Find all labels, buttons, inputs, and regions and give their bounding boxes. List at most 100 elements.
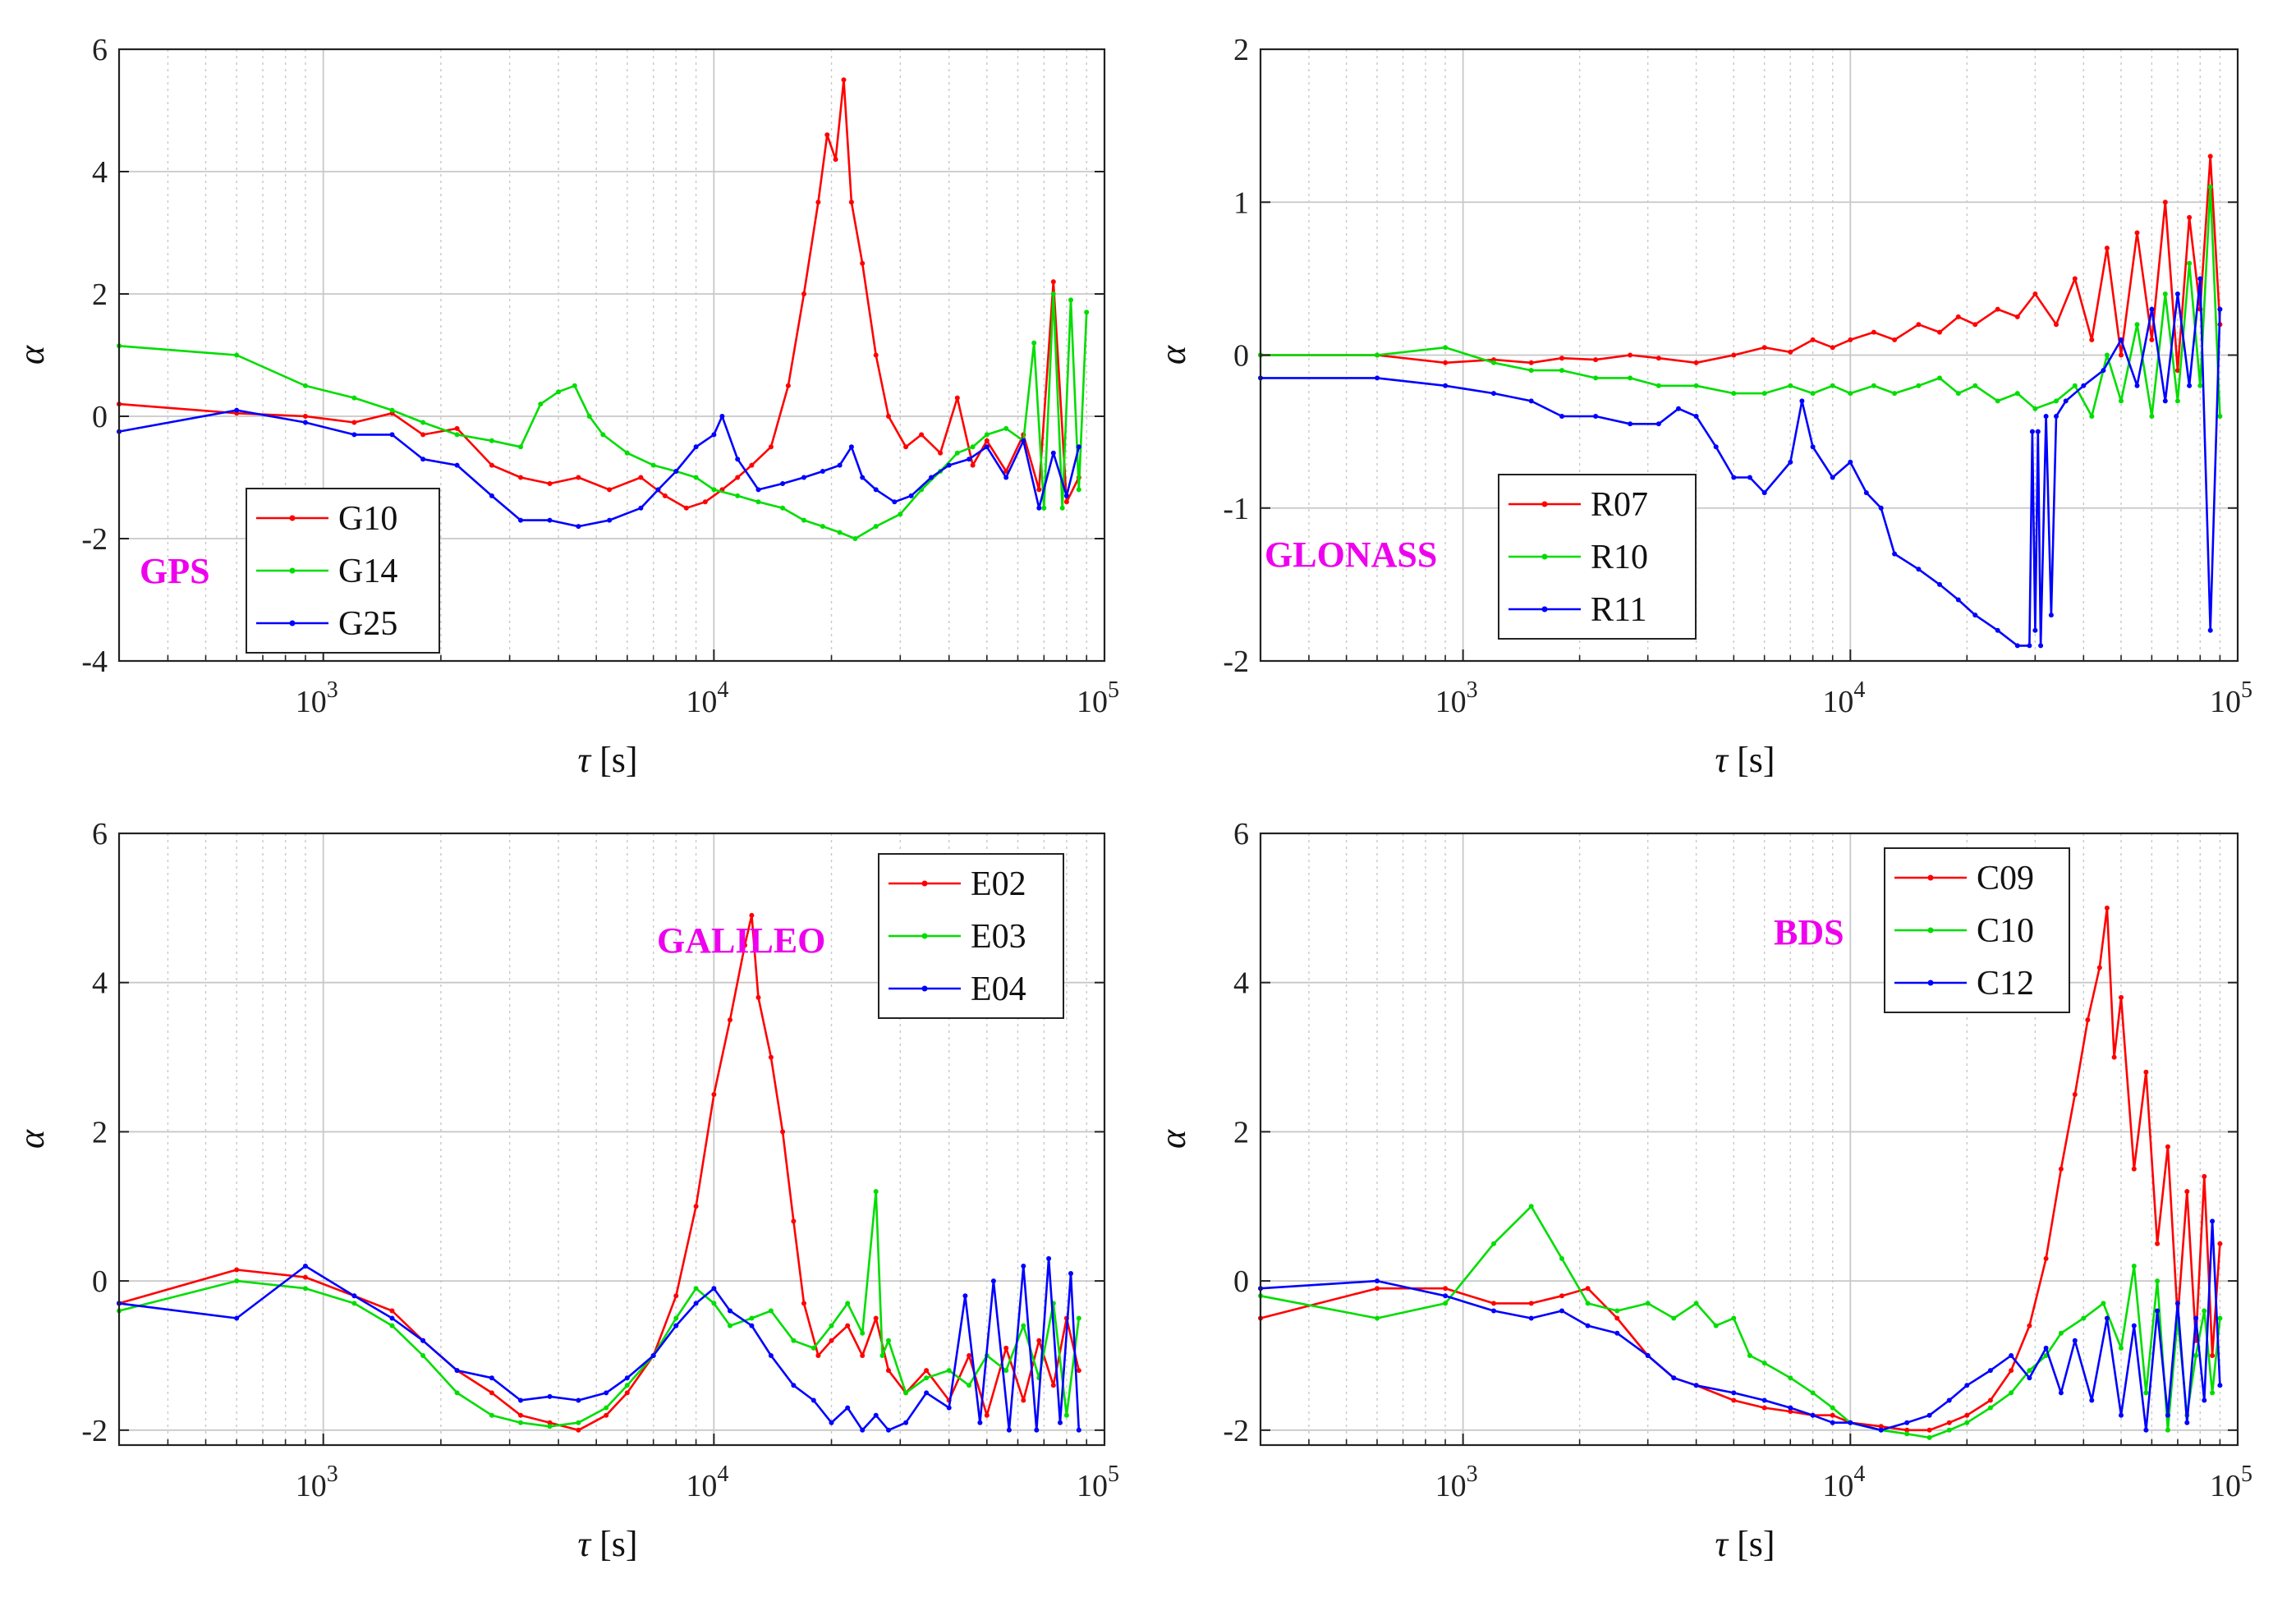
data-point-r07	[1937, 329, 1942, 335]
data-point-e04	[924, 1390, 930, 1396]
data-point-g10	[547, 481, 553, 486]
data-point-c09	[2165, 1144, 2170, 1149]
y-tick-label: -2	[81, 1414, 108, 1448]
data-point-e04	[1046, 1255, 1052, 1261]
data-point-r07	[1848, 337, 1853, 342]
data-point-r11	[1731, 475, 1737, 480]
data-point-e02	[693, 1204, 699, 1209]
data-point-c12	[2043, 1345, 2049, 1351]
data-point-c12	[2174, 1301, 2180, 1306]
data-point-g25	[711, 432, 717, 438]
data-point-g25	[1036, 505, 1042, 511]
data-point-r11	[1655, 421, 1661, 427]
data-point-r07	[1528, 360, 1534, 365]
data-point-e03	[389, 1323, 395, 1328]
data-point-g14	[420, 420, 426, 425]
data-point-r11	[1761, 490, 1767, 496]
data-point-c09	[2143, 1069, 2149, 1075]
data-point-r10	[2174, 398, 2180, 404]
data-point-c12	[1946, 1397, 1952, 1403]
data-point-g14	[234, 352, 240, 358]
legend-label-g10: G10	[338, 500, 397, 538]
data-point-e04	[604, 1390, 609, 1396]
y-tick-label: 2	[1233, 1115, 1249, 1149]
series-e03	[117, 1189, 1081, 1429]
data-point-g10	[860, 260, 866, 266]
data-point-g10	[873, 352, 879, 358]
data-point-r10	[1375, 352, 1380, 358]
data-point-c09	[1830, 1412, 1835, 1418]
data-point-e03	[489, 1412, 494, 1418]
data-point-e03	[1063, 1412, 1069, 1418]
data-point-g14	[873, 524, 879, 530]
data-point-c12	[1559, 1308, 1564, 1314]
data-point-e04	[673, 1323, 679, 1328]
data-point-g14	[898, 512, 903, 517]
data-point-r10	[2104, 352, 2110, 358]
legend-label-c12: C12	[1977, 965, 2034, 1003]
data-point-e04	[234, 1315, 240, 1321]
y-tick-label: 2	[1233, 33, 1249, 67]
data-point-c10	[1528, 1204, 1534, 1209]
legend: R07 R10 R11	[1498, 474, 1697, 640]
data-point-r11	[2035, 429, 2041, 434]
axes-box	[117, 48, 1106, 663]
data-point-g25	[873, 487, 879, 493]
data-point-g25	[1050, 450, 1056, 456]
data-point-e03	[845, 1301, 851, 1306]
data-point-c09	[1731, 1397, 1737, 1403]
y-tick-label: 0	[1233, 339, 1249, 374]
data-point-r11	[1878, 505, 1884, 511]
x-tick-label: 103	[1435, 677, 1478, 719]
data-point-g25	[860, 475, 866, 480]
data-point-e02	[728, 1017, 732, 1023]
legend-marker	[1927, 927, 1934, 934]
data-point-e03	[234, 1278, 240, 1284]
y-tick-label: 0	[92, 400, 108, 434]
data-point-c12	[1987, 1368, 1993, 1374]
data-point-r11	[1916, 567, 1922, 572]
data-point-r10	[2149, 414, 2155, 419]
data-point-c10	[1585, 1301, 1591, 1306]
data-point-r10	[1871, 383, 1876, 388]
legend-label-c10: C10	[1977, 912, 2034, 950]
y-tick-label: 6	[1233, 817, 1249, 851]
data-point-r11	[1788, 459, 1793, 465]
data-point-r10	[1491, 360, 1496, 365]
y-tick-label: 1	[1233, 186, 1249, 220]
y-tick-label: -2	[1223, 1414, 1249, 1448]
data-point-e02	[547, 1420, 553, 1425]
y-tick-label: 0	[1233, 1264, 1249, 1299]
data-point-c09	[2202, 1173, 2207, 1179]
data-point-e04	[845, 1405, 851, 1411]
data-point-r11	[2048, 613, 2054, 618]
data-point-e04	[454, 1368, 460, 1374]
data-point-e03	[576, 1420, 581, 1425]
data-point-c10	[1926, 1434, 1932, 1440]
data-point-g14	[954, 450, 960, 456]
data-point-g10	[801, 291, 806, 296]
y-tick-label: -1	[1223, 492, 1249, 526]
data-point-g14	[572, 383, 577, 388]
data-point-c10	[1810, 1390, 1816, 1396]
data-point-e02	[791, 1218, 797, 1224]
data-point-g25	[607, 517, 613, 523]
data-point-e02	[1050, 1383, 1056, 1388]
data-point-g10	[841, 77, 847, 83]
data-point-e03	[829, 1323, 834, 1328]
legend-marker	[1927, 874, 1934, 881]
data-point-r07	[2187, 214, 2193, 220]
data-point-e04	[693, 1301, 699, 1306]
data-point-r07	[1731, 352, 1737, 358]
data-point-g10	[576, 475, 581, 480]
data-point-c12	[2104, 1315, 2110, 1321]
data-point-c10	[1713, 1323, 1719, 1328]
constellation-annotation: GLONASS	[1265, 535, 1437, 575]
data-point-r11	[2029, 429, 2035, 434]
legend-label-r10: R10	[1591, 539, 1648, 576]
data-point-r11	[1863, 490, 1869, 496]
data-point-g14	[755, 499, 761, 505]
data-point-r11	[2038, 643, 2044, 649]
data-point-g14	[693, 475, 699, 480]
series-e04	[117, 1255, 1081, 1433]
